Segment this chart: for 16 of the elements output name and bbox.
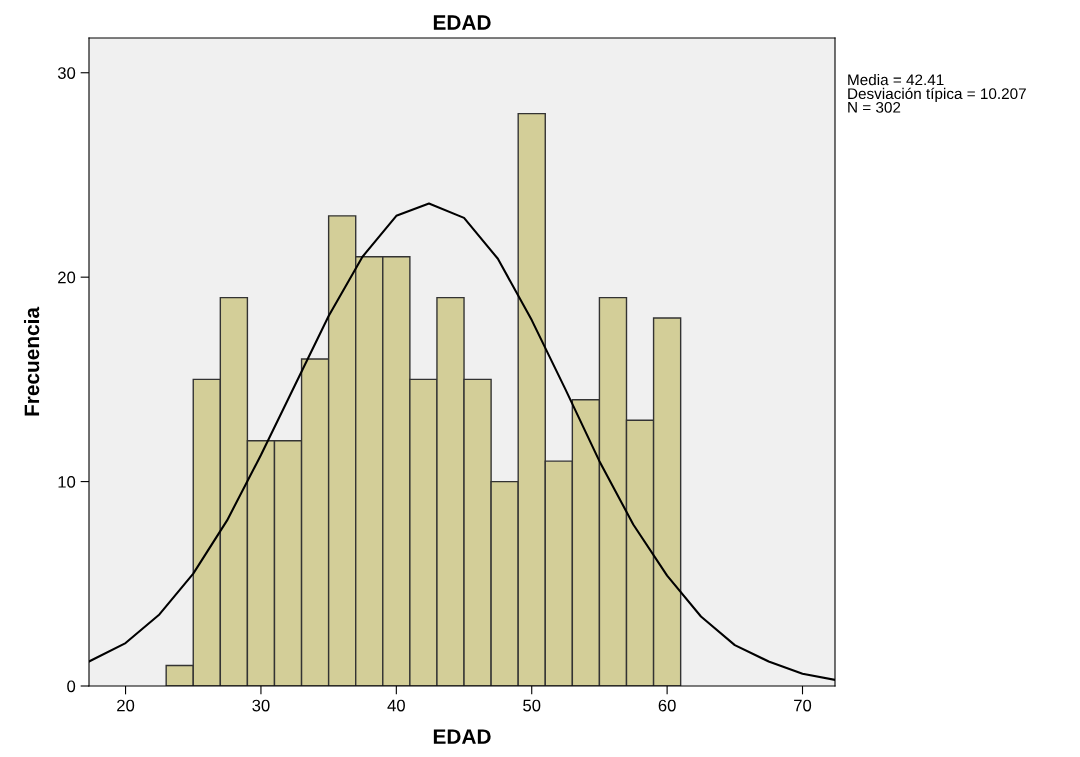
x-tick-label: 60 (658, 699, 676, 712)
x-axis-title: EDAD (433, 729, 491, 744)
x-tick-label: 70 (794, 699, 812, 712)
text: Desviación típica = 10.207 (848, 87, 1026, 103)
y-tick-label: 10 (58, 475, 76, 488)
text: Media = 42.41 (848, 74, 944, 86)
y-axis-title: Frecuencia (23, 306, 40, 416)
chart-title: EDAD (433, 15, 491, 30)
x-tick-label: 50 (523, 699, 541, 712)
y-tick-label: 0 (67, 680, 76, 693)
x-tick-label: 20 (117, 699, 135, 712)
x-tick-label: 30 (252, 699, 270, 712)
y-tick-label: 30 (57, 67, 76, 79)
y-tick-label: 20 (58, 271, 76, 284)
text: N = 302 (848, 101, 901, 113)
x-tick-label: 40 (387, 699, 405, 712)
